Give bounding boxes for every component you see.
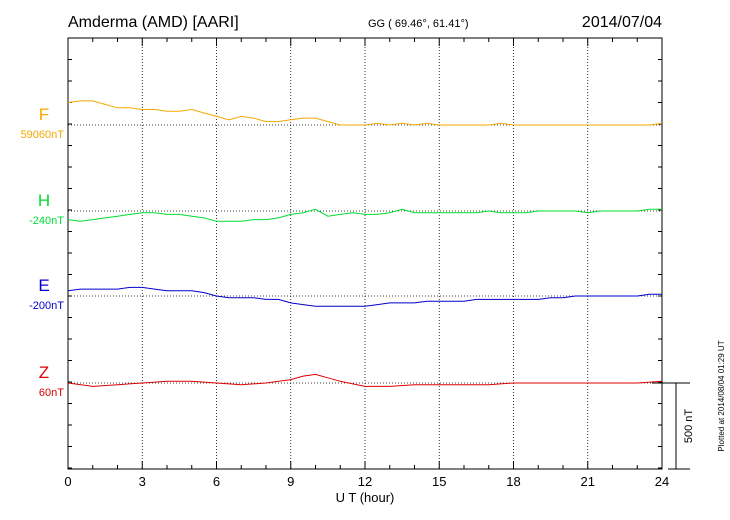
geographic-coords: GG ( 69.46°, 61.41°) (368, 18, 469, 30)
channel-name-h: H (38, 191, 50, 210)
vertical-gridlines (141, 38, 589, 469)
x-tick-label: 18 (506, 474, 520, 489)
trace-z (67, 373, 663, 387)
scale-bar: 500 nT (652, 382, 695, 470)
x-tick-label: 12 (358, 474, 372, 489)
channel-name-e: E (38, 276, 49, 295)
trace-h (67, 208, 662, 222)
baseline-value-f: 59060nT (21, 129, 65, 141)
trace-f (67, 100, 663, 126)
scale-bar-label: 500 nT (683, 409, 695, 444)
x-tick-label: 6 (213, 474, 220, 489)
date-label: 2014/07/04 (582, 14, 662, 31)
channel-labels: F 59060nT H -240nT E -200nT Z 60nT (21, 105, 65, 399)
x-tick-label: 0 (64, 474, 71, 489)
channel-name-z: Z (39, 363, 49, 382)
channel-name-f: F (39, 105, 49, 124)
x-tick-label: 15 (432, 474, 446, 489)
x-tick-label: 21 (581, 474, 595, 489)
station-title: Amderma (AMD) [AARI] (68, 14, 239, 31)
plotted-timestamp: Plotted at 2014/08/04 01:29 UT (717, 340, 726, 451)
baseline-value-h: -240nT (29, 215, 64, 227)
axis-ticks (67, 38, 663, 469)
x-axis-label: U T (hour) (336, 490, 395, 505)
trace-e (67, 286, 662, 307)
x-tick-label: 9 (287, 474, 294, 489)
traces (67, 100, 663, 387)
x-tick-label: 24 (655, 474, 669, 489)
x-tick-label: 3 (139, 474, 146, 489)
x-tick-labels: 0 3 6 9 12 15 18 21 24 (64, 474, 669, 489)
baseline-value-e: -200nT (29, 300, 64, 312)
baseline-value-z: 60nT (39, 387, 64, 399)
